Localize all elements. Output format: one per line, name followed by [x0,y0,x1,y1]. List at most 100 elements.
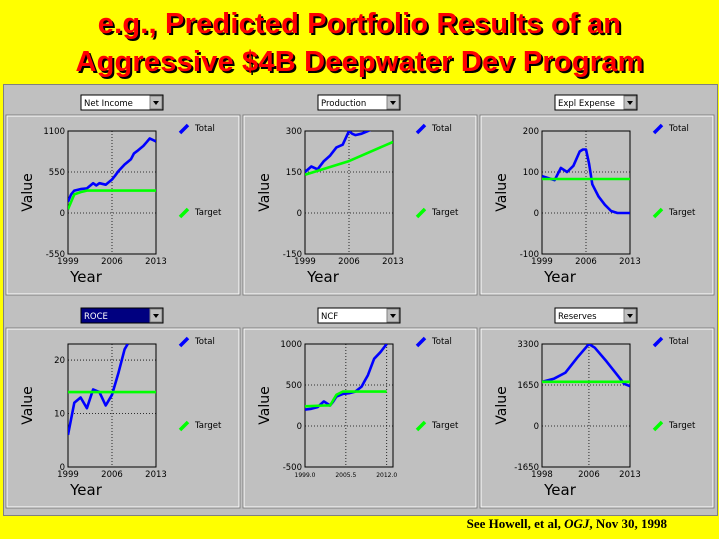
dropdown-box[interactable] [317,94,401,111]
chevron-down-icon[interactable] [390,314,396,318]
chart-frame [5,114,241,296]
dropdown-value: ROCE [84,312,108,322]
metric-dropdown-5[interactable]: NCF [317,307,401,324]
y-tick-label: -550 [46,250,65,260]
legend: Total Target [415,336,459,432]
dropdown-box[interactable] [317,307,401,324]
y-axis-label: Value [257,173,273,211]
x-tick-label: 2005.5 [335,472,356,479]
metric-dropdown-1[interactable]: Net Income [80,94,164,111]
y-axis-label: Value [494,386,510,424]
legend: Total Target [652,123,696,219]
y-tick-label: 0 [534,422,539,432]
chart-frame [242,114,478,296]
legend-label-target: Target [431,208,459,218]
y-axis-label: Value [20,386,36,424]
metric-dropdown-4[interactable]: ROCE [80,307,164,324]
series-line-target [305,390,387,408]
plot-area [541,343,631,468]
legend-swatch-total [415,123,427,135]
metric-dropdown-3[interactable]: Expl Expense [554,94,638,111]
x-tick-label: 1998 [531,470,553,480]
dropdown-box[interactable] [80,94,164,111]
y-tick-label: 0 [60,463,65,473]
chart-frame-highlight [480,328,714,508]
legend-label-target: Target [194,208,222,218]
legend-swatch-target [652,207,664,219]
legend: Total Target [415,123,459,219]
x-tick-label: 1999 [57,470,79,480]
y-tick-label: 0 [297,209,302,219]
dropdown-box[interactable] [554,307,638,324]
x-tick-label: 2012.0 [376,472,397,479]
legend-label-total: Total [431,337,452,347]
legend-swatch-target [415,207,427,219]
legend-swatch-target [178,420,190,432]
dropdown-value: NCF [321,312,338,322]
series-line-target [68,189,156,210]
series-line-total [68,137,156,203]
legend-swatch-target [178,207,190,219]
chevron-down-icon[interactable] [390,101,396,105]
x-tick-label: 1999.0 [295,472,316,479]
y-axis-label: Value [20,173,36,211]
legend-label-target: Target [668,208,696,218]
series-line-total [542,344,630,388]
y-tick-label: 20 [54,356,65,366]
y-tick-label: -500 [283,463,302,473]
legend: Total Target [652,336,696,432]
y-tick-label: -150 [283,250,302,260]
chevron-down-icon[interactable] [627,101,633,105]
dropdown-box[interactable] [80,307,164,324]
y-tick-label: 1650 [517,381,539,391]
y-tick-label: -1650 [514,463,539,473]
y-axis-label: Value [257,386,273,424]
x-tick-label: 2013 [145,257,167,267]
slide-title-line-1: e.g., Predicted Portfolio Results of an [97,8,622,40]
legend-swatch-total [652,336,664,348]
slide-title-line-2: Aggressive $4B Deepwater Dev Program [75,46,644,78]
x-tick-label: 2013 [382,257,404,267]
chevron-down-icon[interactable] [153,314,159,318]
y-tick-label: 550 [49,168,65,178]
dropdown-value: Reserves [558,312,597,322]
legend-swatch-total [178,336,190,348]
dropdown-value: Production [321,99,366,109]
y-tick-label: 150 [286,168,302,178]
citation: See Howell, et al, OGJ, Nov 30, 1998 [467,516,667,532]
legend-swatch-target [415,420,427,432]
series-line-total [305,131,372,173]
metric-dropdown-2[interactable]: Production [317,94,401,111]
chart-frame-highlight [6,328,240,508]
series-line-target [305,140,393,176]
x-tick-label: 1999 [294,257,316,267]
dropdown-box[interactable] [554,94,638,111]
legend-label-total: Total [194,124,215,134]
legend-label-total: Total [668,124,689,134]
x-tick-label: 1999 [531,257,553,267]
citation-suffix: , Nov 30, 1998 [589,516,667,531]
y-tick-label: 0 [534,209,539,219]
y-tick-label: 0 [60,209,65,219]
chart-frame-highlight [6,115,240,295]
chevron-down-icon[interactable] [627,314,633,318]
metric-dropdown-6[interactable]: Reserves [554,307,638,324]
chart-frame [5,327,241,509]
y-tick-label: 200 [523,127,539,137]
legend-label-target: Target [194,421,222,431]
x-axis-label: Year [543,481,577,499]
x-tick-label: 2013 [619,470,641,480]
x-axis-label: Year [69,481,103,499]
legend-swatch-total [415,336,427,348]
x-tick-label: 2006 [338,257,360,267]
charts-window: Net Income 1100 550 0 -550 1999 2006 2013 Value Y… [3,84,718,516]
chevron-down-icon[interactable] [153,101,159,105]
legend-label-total: Total [194,337,215,347]
y-tick-label: 0 [297,422,302,432]
